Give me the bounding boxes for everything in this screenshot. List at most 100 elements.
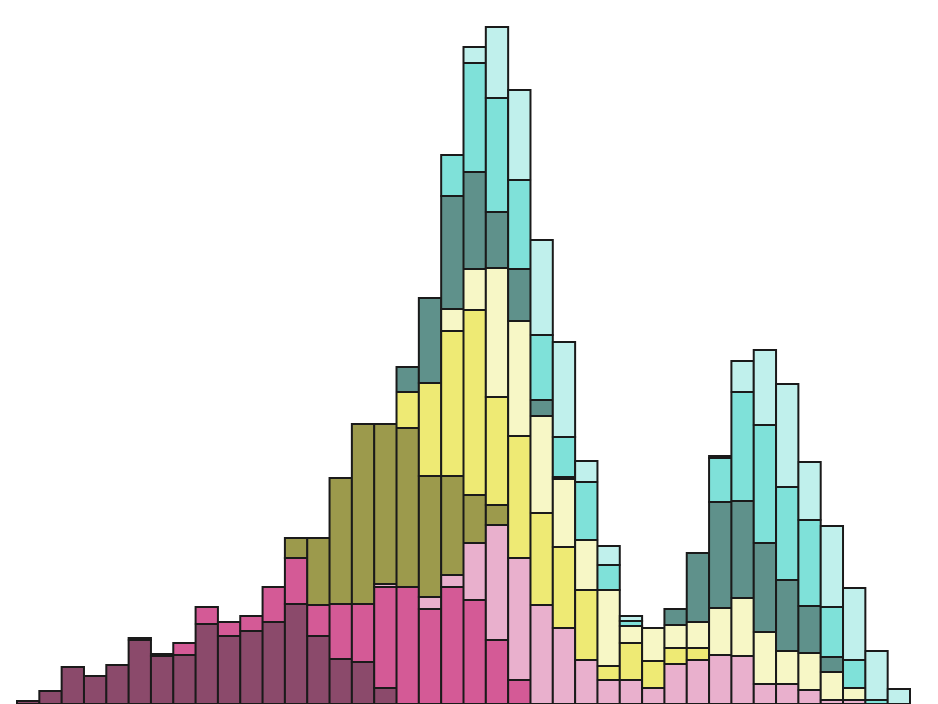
bar-segment (306, 635, 331, 704)
bar-segment (663, 608, 688, 626)
bar-segment (819, 671, 845, 701)
bar-segment (82, 675, 108, 704)
bar-segment (507, 320, 532, 437)
bar-segment (507, 89, 532, 181)
bar-segment (574, 659, 599, 704)
bar-segment (172, 654, 197, 704)
bar-segment (462, 171, 487, 270)
bar-segment (440, 154, 465, 197)
bar-segment (507, 268, 532, 322)
bar-segment (440, 195, 465, 310)
bar-segment (440, 330, 465, 477)
bar-segment (596, 564, 621, 591)
bar-segment (574, 460, 599, 483)
bar-segment (708, 501, 733, 609)
bar-segment (708, 654, 733, 704)
bar-segment (641, 660, 666, 689)
bar-segment (842, 587, 867, 661)
bar-segment (462, 494, 487, 544)
bar-segment (484, 396, 510, 506)
bar-segment (105, 664, 130, 704)
bar-segment (752, 683, 778, 704)
bar-segment (618, 679, 644, 704)
bar-segment (507, 679, 532, 704)
bar-segment (283, 557, 309, 605)
bar-segment (328, 477, 353, 605)
bar-segment (775, 650, 800, 685)
bar-segment (462, 268, 487, 311)
bar-segment (306, 604, 331, 637)
bar-segment (529, 334, 554, 401)
bar-segment (797, 605, 822, 654)
bar-segment (395, 366, 420, 393)
bar-segment (350, 661, 376, 704)
bar-segment (663, 663, 688, 704)
bar-segment (708, 457, 733, 503)
bar-segment (819, 606, 845, 658)
bar-segment (663, 624, 688, 649)
bar-segment (596, 545, 621, 566)
bar-segment (529, 399, 554, 417)
bar-segment (261, 586, 286, 623)
bar-segment (641, 627, 666, 662)
bar-segment (440, 308, 465, 332)
bar-segment (819, 525, 845, 608)
bar-segment (507, 179, 532, 270)
bar-segment (775, 683, 800, 704)
bar-segment (328, 658, 353, 704)
bar-segment (685, 659, 711, 704)
bar-segment (127, 639, 152, 704)
bar-segment (484, 211, 510, 269)
bar-segment (529, 604, 554, 704)
bar-segment (641, 687, 666, 704)
bar-segment (373, 687, 398, 704)
bar-segment (127, 637, 152, 641)
bar-segment (149, 653, 175, 657)
bar-segment (440, 574, 465, 588)
bar-segment (283, 537, 309, 559)
bar-segment (440, 586, 465, 704)
bar-segment (283, 603, 309, 704)
bar-segment (507, 435, 532, 559)
bar-segment (708, 607, 733, 656)
bar-segment (864, 650, 889, 701)
bar-segment (685, 552, 711, 623)
bar-segment (328, 603, 353, 660)
bar-segment (395, 391, 420, 429)
bar-segment (507, 557, 532, 681)
bar-segment (551, 436, 577, 478)
bar-segment (149, 655, 175, 704)
bar-segment (350, 603, 376, 663)
bar-segment (775, 486, 800, 581)
bar-segment (752, 631, 778, 685)
bar-segment (60, 666, 85, 704)
bar-segment (194, 623, 219, 704)
bar-segment (708, 455, 733, 459)
bar-segment (842, 659, 867, 689)
bar-segment (752, 424, 778, 544)
bar-segment (462, 599, 487, 704)
bar-segment (797, 461, 822, 521)
bar-segment (462, 46, 487, 64)
bar-segment (172, 642, 197, 656)
bar-segment (574, 481, 599, 541)
bar-segment (775, 579, 800, 652)
bar-segment (730, 597, 755, 657)
bar-segment (596, 589, 621, 667)
bar-segment (216, 635, 242, 704)
bar-segment (618, 642, 644, 681)
bar-segment (239, 630, 264, 704)
bar-segment (551, 478, 577, 548)
bar-segment (484, 97, 510, 213)
bar-segment (618, 625, 644, 644)
bar-segment (417, 382, 443, 477)
bar-segment (38, 690, 63, 704)
bar-segment (261, 621, 286, 704)
bar-segment (797, 519, 822, 607)
bar-segment (239, 615, 264, 632)
bar-segment (484, 639, 510, 704)
bar-segment (730, 360, 755, 393)
bar-segment (417, 297, 443, 384)
